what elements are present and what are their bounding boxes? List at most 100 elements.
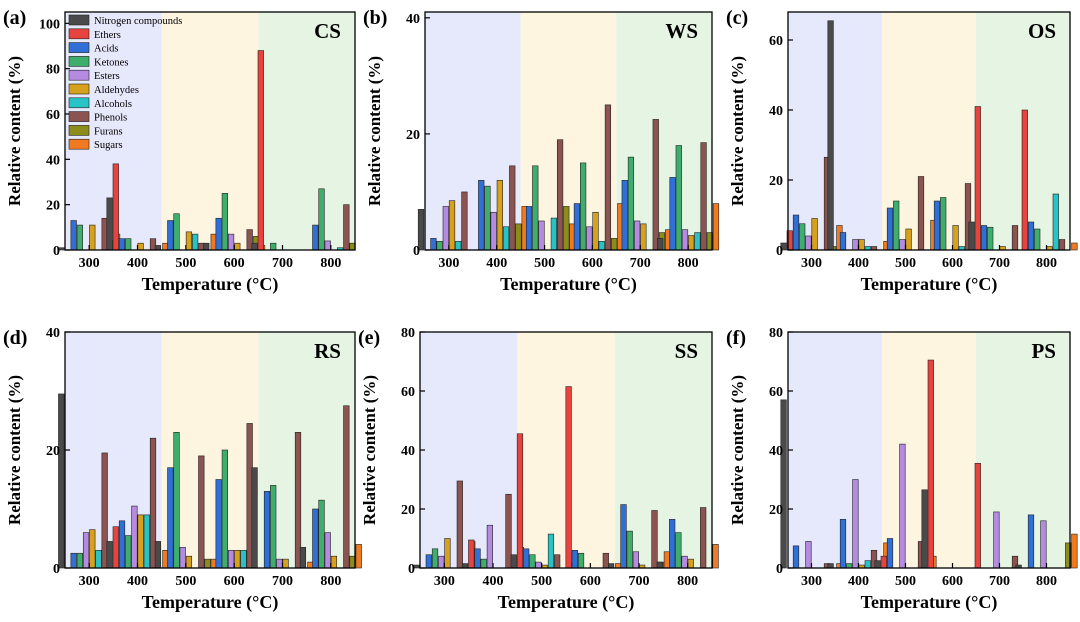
bar-aldehydes-500 (905, 228, 912, 251)
bar-furans-500 (204, 558, 211, 569)
bar-ethers-600 (565, 386, 572, 569)
bar-acids-600 (571, 549, 578, 569)
x-tick-label: 800 (1036, 256, 1057, 271)
y-tick-label: 0 (53, 562, 60, 577)
x-tick-label: 500 (175, 256, 196, 271)
bar-acids-600 (215, 217, 222, 251)
bar-ethers-600 (927, 359, 934, 569)
chart-panel-rs: 0 20 40 300 400 500 600 700 800 Temperature (°C) R… (3, 326, 362, 613)
bar-ketones-300 (76, 552, 83, 569)
bar-aldehydes-300 (89, 224, 96, 251)
bar-aldehydes-500 (185, 555, 193, 569)
legend-swatch-ketones (68, 56, 90, 67)
y-tick-label: 80 (769, 326, 783, 341)
bar-phenols-600 (602, 552, 609, 569)
y-tick-label: 100 (39, 17, 60, 32)
x-tick-label: 800 (678, 256, 699, 271)
panel-label: (f) (726, 327, 746, 349)
y-axis-label: Relative content (%) (728, 375, 747, 525)
bar-ethers-400 (112, 526, 119, 569)
bar-nitrogen-compounds-300 (780, 242, 787, 251)
bar-aldehydes-400 (137, 242, 144, 251)
x-axis-label: Temperature (°C) (861, 274, 998, 295)
bar-aldehydes-300 (444, 538, 451, 569)
x-tick-label: 600 (224, 574, 245, 589)
x-tick-label: 300 (801, 256, 822, 271)
bar-aldehydes-400 (137, 514, 144, 569)
bar-esters-800 (324, 240, 331, 251)
bar-nitrogen-compounds-400 (461, 563, 469, 569)
x-tick-label: 500 (534, 256, 555, 271)
chart-panel-os: 0 20 40 60 300 400 500 600 700 800 Temperature (°C… (726, 7, 1078, 295)
bar-aldehydes-400 (496, 180, 503, 251)
temperature-region-1 (420, 332, 518, 568)
axes-frame (64, 11, 356, 251)
bar-ketones-700 (987, 226, 994, 251)
y-tick-label: 60 (769, 34, 783, 49)
y-tick-label: 0 (408, 562, 415, 577)
y-tick-label: 60 (769, 385, 783, 400)
y-tick-label: 40 (46, 326, 60, 341)
bar-acids-400 (118, 520, 126, 569)
bar-nitrogen-compounds-700 (251, 467, 258, 569)
bar-acids-500 (523, 548, 530, 569)
bar-nitrogen-compounds-500 (154, 541, 162, 569)
bar-esters-800 (1040, 520, 1047, 569)
legend-label: Phenols (94, 113, 127, 124)
bar-ethers-500 (880, 555, 887, 569)
bar-nitrogen-compounds-400 (827, 563, 834, 569)
bar-nitrogen-compounds-300 (417, 209, 425, 251)
bar-ethers-700 (257, 50, 264, 251)
x-tick-label: 400 (127, 256, 148, 271)
bar-ketones-300 (436, 240, 443, 251)
y-axis-label: Relative content (%) (365, 56, 384, 206)
x-tick-label: 300 (434, 574, 455, 589)
chart-panel-ps: 0 20 40 60 80 300 400 500 600 700 800 Temperature (… (726, 326, 1078, 613)
bar-aldehydes-300 (448, 200, 456, 251)
y-tick-label: 0 (53, 244, 60, 259)
x-tick-label: 700 (272, 256, 293, 271)
bar-alcohols-400 (143, 514, 150, 569)
bar-phenols-800 (343, 204, 350, 251)
bar-furans-400 (515, 223, 522, 251)
x-tick-label: 700 (630, 256, 651, 271)
x-tick-label: 300 (79, 256, 100, 271)
bar-ketones-500 (173, 213, 180, 251)
bar-phenols-500 (917, 176, 925, 251)
temperature-region-3 (976, 332, 1070, 568)
legend-label: Nitrogen compounds (94, 16, 182, 27)
bar-nitrogen-compounds-800 (299, 547, 307, 569)
temperature-region-1 (788, 12, 882, 250)
bar-alcohols-500 (547, 533, 555, 569)
bar-aldehydes-500 (185, 231, 193, 251)
bar-aldehydes-600 (234, 242, 241, 251)
bar-aldehydes-800 (330, 555, 338, 569)
chart-panel-ss: 0 20 40 60 80 300 400 500 600 700 800 Temperature (… (358, 326, 719, 613)
bar-esters-500 (535, 561, 542, 569)
bar-phenols-500 (198, 455, 205, 569)
bar-aldehydes-700 (282, 558, 289, 569)
x-tick-label: 800 (677, 574, 698, 589)
y-tick-label: 60 (401, 385, 415, 400)
bar-nitrogen-compounds-700 (607, 563, 615, 569)
bar-phenols-400 (509, 165, 516, 251)
bar-nitrogen-compounds-600 (203, 242, 210, 251)
x-axis-label: Temperature (°C) (498, 592, 635, 613)
temperature-region-1 (788, 332, 882, 568)
bar-alcohols-800 (694, 232, 701, 251)
bar-aldehydes-700 (640, 223, 647, 251)
bar-phenols-500 (556, 139, 564, 251)
x-tick-label: 400 (127, 574, 148, 589)
bar-ketones-800 (675, 532, 682, 569)
bar-esters-500 (899, 443, 906, 569)
bar-ethers-700 (974, 106, 981, 251)
y-axis-label: Relative content (%) (5, 375, 24, 525)
y-axis-label: Relative content (%) (728, 56, 747, 206)
y-tick-label: 20 (46, 444, 60, 459)
bar-phenols-800 (700, 142, 707, 251)
y-tick-label: 20 (46, 199, 60, 214)
bar-aldehydes-800 (688, 235, 695, 251)
bar-acids-300 (792, 545, 800, 569)
bar-phenols-800 (343, 405, 350, 569)
